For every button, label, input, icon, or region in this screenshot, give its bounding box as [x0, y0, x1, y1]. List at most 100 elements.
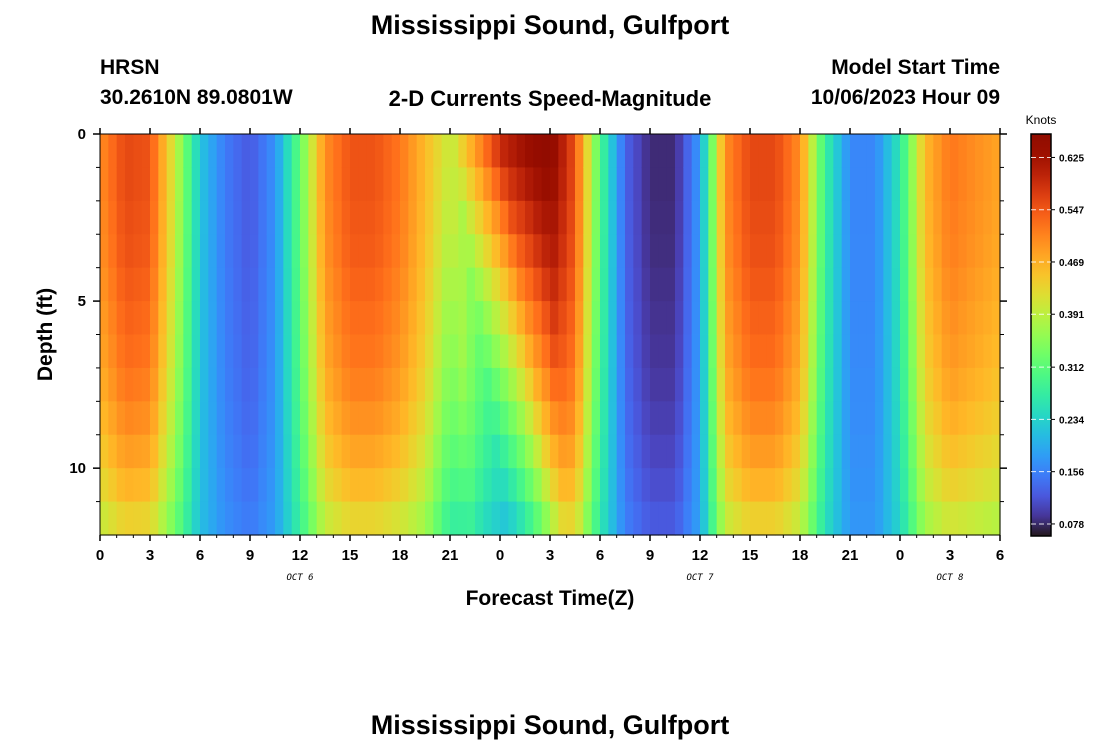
heatmap-cell [341, 434, 351, 469]
heatmap-cell [350, 434, 359, 469]
heatmap-cell [533, 267, 543, 302]
heatmap-cell [258, 434, 268, 469]
heatmap-cell [250, 501, 259, 536]
heatmap-cell [516, 434, 526, 469]
heatmap-cell [116, 468, 126, 503]
heatmap-cell [358, 434, 368, 469]
heatmap-cell [508, 434, 518, 469]
heatmap-cell [858, 267, 868, 302]
heatmap-cell [383, 200, 393, 235]
heatmap-cell [233, 267, 243, 302]
heatmap-cell [258, 301, 268, 336]
heatmap-cell [883, 200, 893, 235]
heatmap-cell [758, 234, 768, 269]
heatmap-cell [358, 501, 368, 536]
heatmap-cell [483, 134, 493, 169]
heatmap-cell [583, 200, 593, 235]
heatmap-cell [583, 301, 593, 336]
heatmap-cell [975, 468, 984, 503]
heatmap-cell [866, 367, 876, 402]
heatmap-cell [475, 200, 484, 235]
heatmap-cell [416, 200, 426, 235]
heatmap-cell [450, 334, 459, 369]
heatmap-cell [116, 367, 126, 402]
heatmap-cell [983, 167, 993, 202]
heatmap-cell [283, 301, 293, 336]
heatmap-cell [383, 234, 393, 269]
heatmap-cell [483, 301, 493, 336]
heatmap-cell [308, 434, 318, 469]
heatmap-cell [316, 267, 326, 302]
heatmap-cell [150, 334, 159, 369]
heatmap-cell [341, 267, 351, 302]
heatmap-cell [558, 401, 568, 436]
heatmap-cell [650, 200, 659, 235]
heatmap-cell [791, 167, 801, 202]
heatmap-cell [458, 434, 468, 469]
heatmap-cell [641, 267, 651, 302]
heatmap-cell [350, 301, 359, 336]
heatmap-cell [900, 200, 909, 235]
heatmap-cell [658, 134, 668, 169]
heatmap-cell [991, 434, 1001, 469]
heatmap-cell [241, 367, 251, 402]
heatmap-cell [375, 367, 384, 402]
heatmap-cell [858, 367, 868, 402]
heatmap-cell [200, 200, 209, 235]
heatmap-cell [525, 167, 534, 202]
heatmap-cell [816, 234, 826, 269]
heatmap-cell [741, 234, 751, 269]
heatmap-cell [208, 134, 218, 169]
heatmap-cell [316, 234, 326, 269]
heatmap-cell [616, 267, 626, 302]
heatmap-cell [758, 267, 768, 302]
heatmap-cell [783, 200, 793, 235]
heatmap-cell [983, 134, 993, 169]
heatmap-cell [133, 267, 143, 302]
heatmap-cell [950, 401, 959, 436]
heatmap-cell [350, 334, 359, 369]
heatmap-cell [108, 334, 118, 369]
heatmap-cell [366, 434, 376, 469]
heatmap-cell [558, 301, 568, 336]
heatmap-cell [516, 200, 526, 235]
heatmap-cell [541, 234, 551, 269]
heatmap-cell [100, 200, 109, 235]
heatmap-cell [158, 134, 168, 169]
heatmap-cell [758, 501, 768, 536]
heatmap-cell [241, 267, 251, 302]
heatmap-cell [925, 234, 934, 269]
heatmap-cell [908, 134, 918, 169]
heatmap-cell [291, 401, 301, 436]
heatmap-cell [275, 200, 284, 235]
heatmap-cell [333, 200, 343, 235]
heatmap-cell [350, 367, 359, 402]
heatmap-cell [491, 468, 501, 503]
heatmap-cell [966, 234, 976, 269]
heatmap-cell [725, 501, 734, 536]
heatmap-cell [200, 267, 209, 302]
heatmap-cell [208, 434, 218, 469]
heatmap-cell [575, 167, 584, 202]
heatmap-cell [608, 468, 618, 503]
heatmap-cell [533, 401, 543, 436]
heatmap-cell [666, 468, 676, 503]
heatmap-cell [316, 334, 326, 369]
heatmap-cell [541, 501, 551, 536]
heatmap-cell [608, 501, 618, 536]
heatmap-cell [675, 401, 684, 436]
colorbar-tick-label: 0.391 [1059, 310, 1084, 321]
heatmap-cell [200, 234, 209, 269]
heatmap-cell [141, 234, 151, 269]
heatmap-cell [450, 267, 459, 302]
heatmap-cell [516, 401, 526, 436]
heatmap-cell [841, 200, 851, 235]
heatmap-cell [716, 234, 726, 269]
heatmap-cell [241, 434, 251, 469]
heatmap-cell [525, 434, 534, 469]
heatmap-cell [558, 434, 568, 469]
heatmap-cell [183, 334, 193, 369]
heatmap-cell [875, 134, 884, 169]
heatmap-cell [325, 367, 334, 402]
heatmap-cell [416, 468, 426, 503]
